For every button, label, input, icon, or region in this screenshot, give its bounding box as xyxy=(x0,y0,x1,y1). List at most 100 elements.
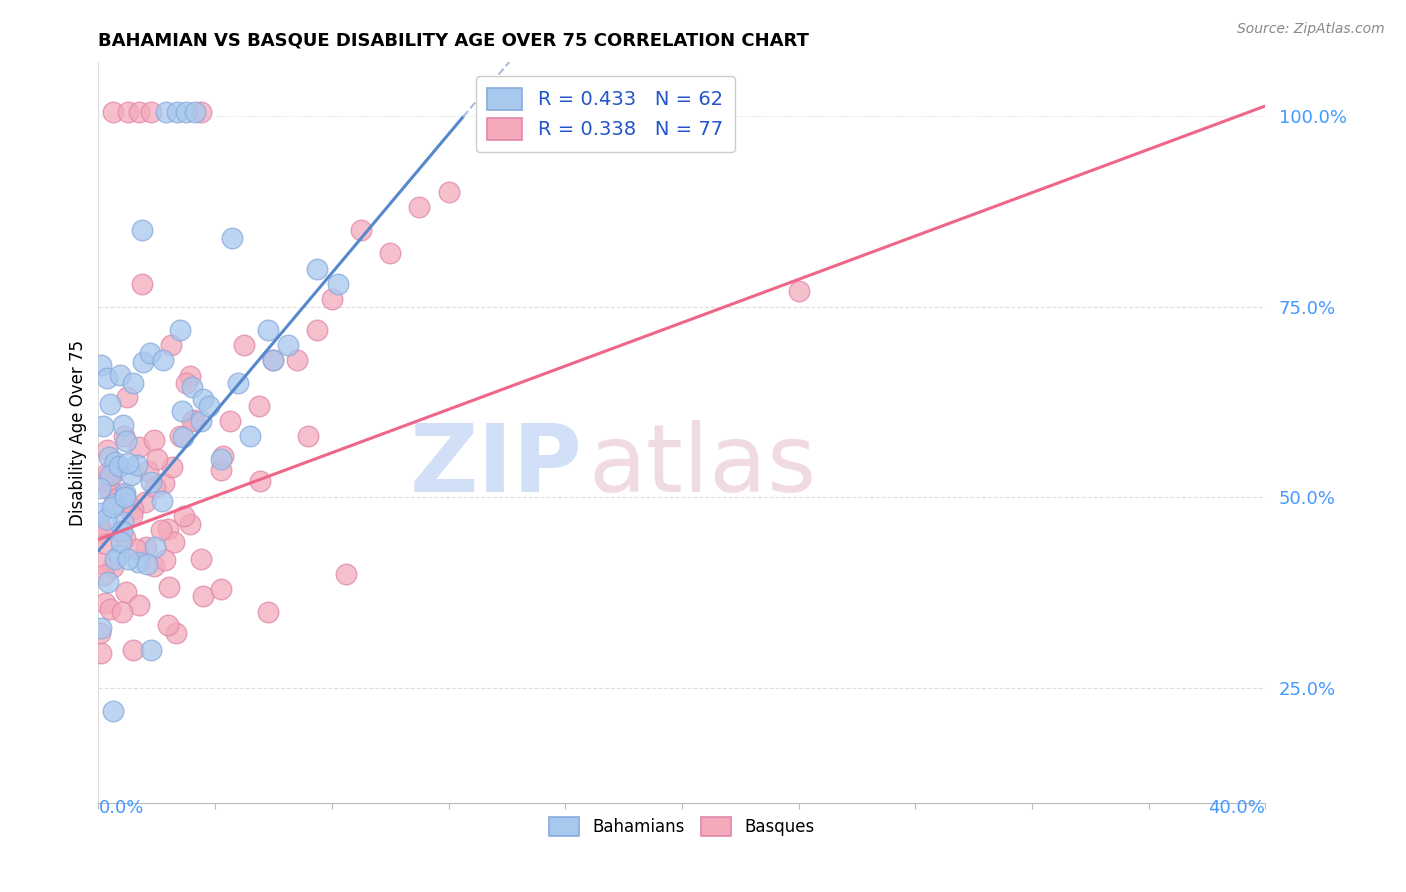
Point xyxy=(153,475,176,490)
Point xyxy=(141,475,163,490)
Point xyxy=(247,399,270,413)
Point xyxy=(437,185,460,199)
Point xyxy=(139,643,162,657)
Point xyxy=(157,522,180,536)
Point xyxy=(112,490,135,504)
Point xyxy=(135,540,157,554)
Point xyxy=(190,414,212,428)
Point xyxy=(179,516,201,531)
Point xyxy=(198,399,221,413)
Point xyxy=(173,508,195,523)
Point xyxy=(128,598,150,612)
Point xyxy=(139,105,162,120)
Text: ZIP: ZIP xyxy=(409,420,582,512)
Legend: Bahamians, Basques: Bahamians, Basques xyxy=(543,810,821,843)
Point xyxy=(131,223,153,237)
Point xyxy=(146,452,169,467)
Point xyxy=(97,466,120,480)
Point xyxy=(145,541,167,555)
Point xyxy=(90,621,112,635)
Point xyxy=(172,430,194,444)
Point xyxy=(155,105,177,120)
Point xyxy=(285,353,308,368)
Point xyxy=(96,371,118,385)
Point xyxy=(190,551,212,566)
Point xyxy=(120,467,142,482)
Y-axis label: Disability Age Over 75: Disability Age Over 75 xyxy=(69,340,87,525)
Point xyxy=(125,542,148,557)
Point xyxy=(107,460,129,475)
Point xyxy=(122,376,145,390)
Point xyxy=(104,551,127,566)
Point xyxy=(174,376,197,390)
Point xyxy=(190,105,212,120)
Text: 0.0%: 0.0% xyxy=(98,799,143,817)
Point xyxy=(150,494,173,508)
Point xyxy=(121,502,143,516)
Point xyxy=(127,458,149,472)
Point xyxy=(787,285,810,299)
Point xyxy=(111,487,134,501)
Point xyxy=(103,498,125,512)
Point xyxy=(98,602,121,616)
Point xyxy=(115,391,138,405)
Point xyxy=(98,467,121,482)
Point xyxy=(117,105,139,120)
Point xyxy=(90,506,112,520)
Point xyxy=(163,535,186,549)
Point xyxy=(145,480,167,494)
Point xyxy=(89,626,111,640)
Point xyxy=(256,322,278,336)
Point xyxy=(172,404,194,418)
Point xyxy=(297,429,319,443)
Point xyxy=(277,338,299,352)
Point xyxy=(165,626,187,640)
Point xyxy=(169,429,191,443)
Point xyxy=(134,494,156,508)
Point xyxy=(101,467,124,482)
Point xyxy=(152,353,174,368)
Point xyxy=(153,553,176,567)
Point xyxy=(249,475,271,489)
Point xyxy=(221,231,243,245)
Point xyxy=(132,355,155,369)
Point xyxy=(104,455,127,469)
Point xyxy=(193,392,215,406)
Point xyxy=(121,508,143,522)
Point xyxy=(128,440,150,454)
Point xyxy=(174,105,197,120)
Text: BAHAMIAN VS BASQUE DISABILITY AGE OVER 75 CORRELATION CHART: BAHAMIAN VS BASQUE DISABILITY AGE OVER 7… xyxy=(98,32,810,50)
Point xyxy=(136,557,159,571)
Point xyxy=(111,605,134,619)
Point xyxy=(408,201,430,215)
Point xyxy=(90,646,112,660)
Point xyxy=(239,429,262,443)
Point xyxy=(307,322,329,336)
Point xyxy=(114,491,136,505)
Point xyxy=(112,428,135,442)
Point xyxy=(96,442,118,457)
Point xyxy=(183,105,205,120)
Point xyxy=(128,105,150,120)
Point xyxy=(181,380,204,394)
Point xyxy=(101,560,124,574)
Point xyxy=(89,481,111,495)
Point xyxy=(209,452,232,467)
Point xyxy=(149,523,172,537)
Point xyxy=(321,292,343,306)
Point xyxy=(115,434,138,449)
Point xyxy=(97,574,120,589)
Point xyxy=(179,369,201,384)
Point xyxy=(143,433,166,447)
Point xyxy=(335,566,357,581)
Point xyxy=(350,223,373,237)
Point xyxy=(110,535,132,549)
Point xyxy=(101,704,124,718)
Point xyxy=(136,464,159,478)
Point xyxy=(326,277,349,291)
Point xyxy=(142,558,165,573)
Point xyxy=(98,397,121,411)
Point xyxy=(233,338,256,352)
Point xyxy=(111,498,134,512)
Point xyxy=(114,585,136,599)
